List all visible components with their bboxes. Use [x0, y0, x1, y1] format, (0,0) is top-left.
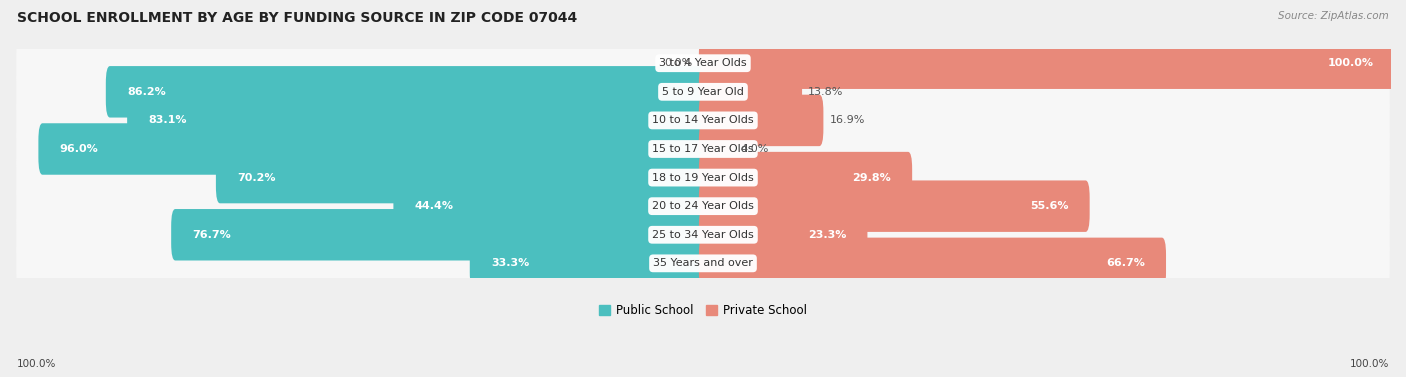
Text: 10 to 14 Year Olds: 10 to 14 Year Olds: [652, 115, 754, 126]
Text: 100.0%: 100.0%: [17, 359, 56, 369]
FancyBboxPatch shape: [699, 123, 735, 175]
FancyBboxPatch shape: [699, 238, 1166, 289]
Text: 5 to 9 Year Old: 5 to 9 Year Old: [662, 87, 744, 97]
FancyBboxPatch shape: [699, 95, 824, 146]
Text: 4.0%: 4.0%: [741, 144, 769, 154]
Legend: Public School, Private School: Public School, Private School: [593, 300, 813, 322]
FancyBboxPatch shape: [699, 66, 801, 118]
FancyBboxPatch shape: [17, 173, 1389, 239]
FancyBboxPatch shape: [172, 209, 707, 261]
Text: 23.3%: 23.3%: [807, 230, 846, 240]
FancyBboxPatch shape: [17, 144, 1389, 211]
Text: 35 Years and over: 35 Years and over: [652, 258, 754, 268]
FancyBboxPatch shape: [17, 30, 1389, 97]
FancyBboxPatch shape: [699, 37, 1395, 89]
FancyBboxPatch shape: [699, 209, 868, 261]
FancyBboxPatch shape: [17, 230, 1389, 297]
Text: Source: ZipAtlas.com: Source: ZipAtlas.com: [1278, 11, 1389, 21]
FancyBboxPatch shape: [394, 181, 707, 232]
FancyBboxPatch shape: [699, 152, 912, 203]
Text: 100.0%: 100.0%: [1327, 58, 1374, 68]
FancyBboxPatch shape: [17, 116, 1389, 182]
Text: 70.2%: 70.2%: [238, 173, 276, 182]
Text: 96.0%: 96.0%: [59, 144, 98, 154]
Text: 33.3%: 33.3%: [491, 258, 529, 268]
Text: 66.7%: 66.7%: [1107, 258, 1144, 268]
Text: 44.4%: 44.4%: [415, 201, 454, 211]
Text: 83.1%: 83.1%: [149, 115, 187, 126]
FancyBboxPatch shape: [217, 152, 707, 203]
Text: 18 to 19 Year Olds: 18 to 19 Year Olds: [652, 173, 754, 182]
Text: 0.0%: 0.0%: [665, 58, 693, 68]
FancyBboxPatch shape: [17, 202, 1389, 268]
Text: 20 to 24 Year Olds: 20 to 24 Year Olds: [652, 201, 754, 211]
Text: 55.6%: 55.6%: [1029, 201, 1069, 211]
FancyBboxPatch shape: [699, 181, 1090, 232]
FancyBboxPatch shape: [38, 123, 707, 175]
Text: SCHOOL ENROLLMENT BY AGE BY FUNDING SOURCE IN ZIP CODE 07044: SCHOOL ENROLLMENT BY AGE BY FUNDING SOUR…: [17, 11, 576, 25]
FancyBboxPatch shape: [105, 66, 707, 118]
Text: 16.9%: 16.9%: [830, 115, 865, 126]
Text: 13.8%: 13.8%: [808, 87, 844, 97]
FancyBboxPatch shape: [127, 95, 707, 146]
Text: 100.0%: 100.0%: [1350, 359, 1389, 369]
Text: 86.2%: 86.2%: [127, 87, 166, 97]
Text: 76.7%: 76.7%: [193, 230, 231, 240]
Text: 3 to 4 Year Olds: 3 to 4 Year Olds: [659, 58, 747, 68]
Text: 29.8%: 29.8%: [852, 173, 891, 182]
Text: 25 to 34 Year Olds: 25 to 34 Year Olds: [652, 230, 754, 240]
FancyBboxPatch shape: [17, 87, 1389, 153]
FancyBboxPatch shape: [17, 59, 1389, 125]
FancyBboxPatch shape: [470, 238, 707, 289]
Text: 15 to 17 Year Olds: 15 to 17 Year Olds: [652, 144, 754, 154]
